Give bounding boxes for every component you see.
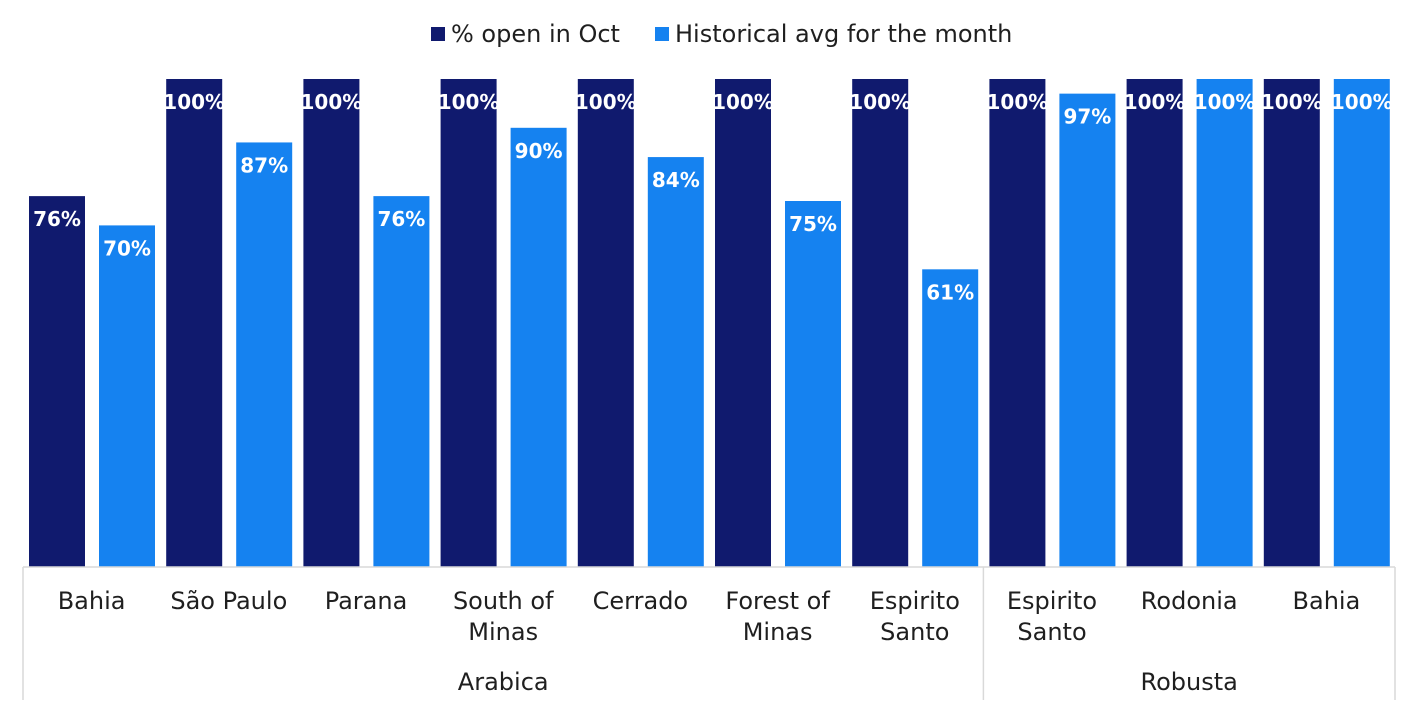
legend-label-1: % open in Oct xyxy=(451,20,620,48)
category-label-8: Espirito Santo xyxy=(1007,587,1097,646)
bar-label-s1-c9: 100% xyxy=(1124,90,1186,114)
group-label-1: Arabica xyxy=(458,668,549,696)
bar-s2-c10 xyxy=(1333,79,1390,567)
legend-swatch-2 xyxy=(655,27,669,41)
category-label-9: Rodonia xyxy=(1141,587,1238,615)
bar-s1-c9 xyxy=(1126,79,1183,567)
bar-label-s1-c4: 100% xyxy=(438,90,500,114)
bar-label-s2-c8: 97% xyxy=(1063,105,1111,129)
bar-s1-c2 xyxy=(166,79,223,567)
group-label-2: Robusta xyxy=(1141,668,1238,696)
category-label-7: Espirito Santo xyxy=(870,587,960,646)
category-labels: Bahia São Paulo Parana South of Minas Cerrado… xyxy=(58,587,1361,646)
bar-label-s2-c2: 87% xyxy=(240,153,288,177)
bar-s2-c1 xyxy=(99,225,155,567)
bar-s1-c3 xyxy=(303,79,360,567)
bar-s2-c5 xyxy=(647,157,704,567)
bar-label-s1-c5: 100% xyxy=(575,90,637,114)
bar-label-s1-c3: 100% xyxy=(301,90,363,114)
bar-label-s2-c7: 61% xyxy=(926,280,974,304)
bar-s2-c9 xyxy=(1196,79,1253,567)
bar-s2-c4 xyxy=(510,127,567,568)
bar-label-s1-c8: 100% xyxy=(987,90,1049,114)
bar-label-s2-c3: 76% xyxy=(377,207,425,231)
category-label-6: Forest of Minas xyxy=(725,587,830,646)
bars xyxy=(29,79,1390,568)
category-label-2: São Paulo xyxy=(170,587,287,615)
bar-s1-c7 xyxy=(852,79,909,567)
category-label-10: Bahia xyxy=(1293,587,1361,615)
legend-label-2: Historical avg for the month xyxy=(675,20,1012,48)
bar-s1-c5 xyxy=(577,79,634,567)
bar-s2-c7 xyxy=(922,269,979,567)
bar-label-s2-c9: 100% xyxy=(1194,90,1256,114)
bar-s1-c8 xyxy=(989,79,1046,567)
bar-s2-c8 xyxy=(1059,93,1116,567)
bar-s1-c4 xyxy=(440,79,497,567)
bar-label-s1-c10: 100% xyxy=(1261,90,1323,114)
category-label-5: Cerrado xyxy=(593,587,688,615)
legend: % open in Oct Historical avg for the mont… xyxy=(431,20,1012,48)
bar-s1-c10 xyxy=(1263,79,1320,567)
bar-label-s2-c5: 84% xyxy=(652,168,700,192)
bar-s1-c1 xyxy=(29,196,85,567)
bar-s2-c6 xyxy=(785,201,841,567)
bar-label-s2-c6: 75% xyxy=(789,212,837,236)
bar-s1-c6 xyxy=(715,79,771,567)
bar-labels: 76%100% 100% 100% 100% 100% 100% 100% 100% 100%7… xyxy=(33,90,1393,304)
legend-swatch-1 xyxy=(431,27,445,41)
bar-s2-c3 xyxy=(373,196,430,567)
group-labels: Arabica Robusta xyxy=(458,668,1238,696)
bar-label-s1-c2: 100% xyxy=(163,90,225,114)
bar-label-s1-c1: 76% xyxy=(33,207,81,231)
bar-label-s1-c6: 100% xyxy=(712,90,774,114)
bar-s2-c2 xyxy=(236,142,293,567)
category-axis xyxy=(22,566,1396,700)
bar-label-s2-c1: 70% xyxy=(103,236,151,260)
bar-label-s2-c4: 90% xyxy=(515,139,563,163)
category-label-3: Parana xyxy=(325,587,408,615)
bar-label-s1-c7: 100% xyxy=(849,90,911,114)
category-label-1: Bahia xyxy=(58,587,126,615)
bar-label-s2-c10: 100% xyxy=(1331,90,1393,114)
category-label-4: South of Minas xyxy=(453,587,554,646)
